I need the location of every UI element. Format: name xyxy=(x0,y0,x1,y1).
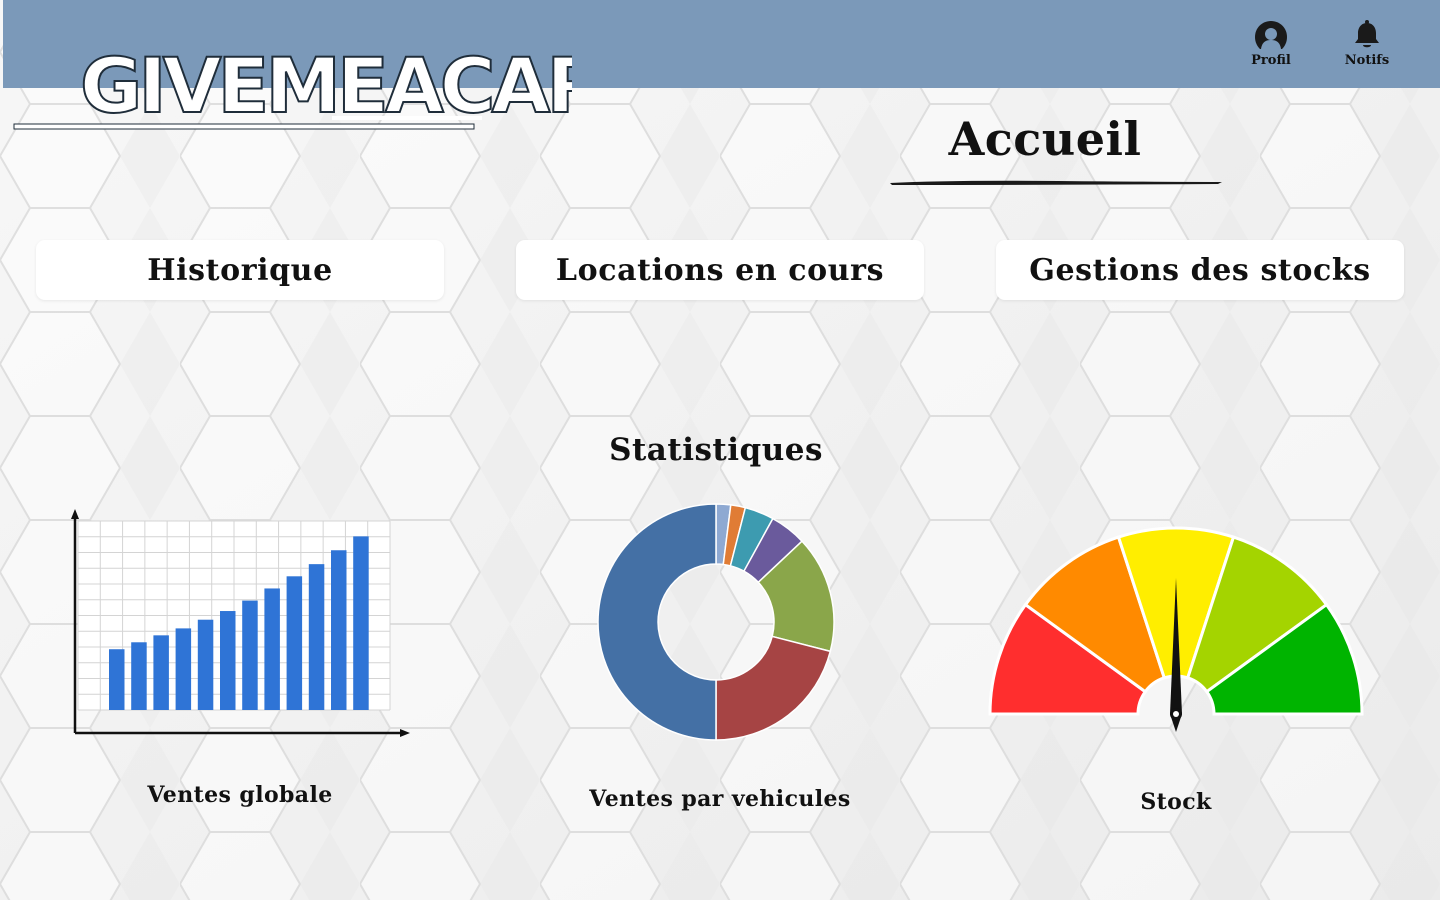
sales-bar xyxy=(109,649,125,710)
sales-chart-caption: Ventes globale xyxy=(147,782,333,808)
sales-bar xyxy=(220,611,236,710)
sales-bar xyxy=(286,576,303,710)
gauge-segment xyxy=(1185,535,1329,694)
sales-chart-widget[interactable] xyxy=(60,505,420,745)
sales-bar xyxy=(197,619,214,710)
nav-button-gestion-stocks[interactable]: Gestions des stocks xyxy=(996,240,1404,300)
vehicle-sales-donut-chart xyxy=(597,503,835,741)
sales-bar xyxy=(353,536,369,710)
notifications-button[interactable]: Notifs xyxy=(1327,20,1407,68)
user-avatar-icon xyxy=(1255,21,1287,49)
gauge-segment xyxy=(1204,602,1364,716)
sales-bar-chart xyxy=(71,509,410,737)
nav-button-locations-en-cours[interactable]: Locations en cours xyxy=(516,240,924,300)
logo-text: GIVEMEACAR xyxy=(80,41,572,130)
gauge-needle xyxy=(1170,578,1182,732)
gauge-segment xyxy=(988,602,1148,716)
title-underline xyxy=(890,180,1222,185)
chart-y-axis-arrow xyxy=(71,509,79,519)
sales-bar xyxy=(242,600,258,710)
profile-label: Profil xyxy=(1251,53,1291,68)
vehicle-sales-widget[interactable] xyxy=(588,500,844,744)
profile-button[interactable]: Profil xyxy=(1231,20,1311,68)
sales-bar xyxy=(308,564,325,710)
stock-gauge xyxy=(988,526,1364,732)
nav-button-historique[interactable]: Historique xyxy=(36,240,444,300)
vehicle-sales-caption: Ventes par vehicules xyxy=(589,786,851,812)
notifs-label: Notifs xyxy=(1344,53,1390,68)
donut-slice xyxy=(715,635,832,741)
stock-gauge-widget[interactable] xyxy=(984,526,1368,738)
statistics-title: Statistiques xyxy=(609,432,823,468)
stock-caption: Stock xyxy=(1140,789,1212,815)
sales-bar xyxy=(131,642,147,710)
sales-bar xyxy=(264,588,280,710)
bell-icon xyxy=(1355,20,1379,48)
givemeacar-logo[interactable]: GIVEMEACAR xyxy=(12,30,608,138)
page-title: Accueil xyxy=(948,112,1142,166)
chart-x-axis-arrow xyxy=(400,729,410,737)
donut-slice xyxy=(597,503,717,741)
sales-bar xyxy=(331,550,347,710)
top-header-bar xyxy=(3,0,1440,88)
sales-bar xyxy=(175,628,192,710)
gauge-needle-hub-center xyxy=(1173,711,1179,717)
sales-bar xyxy=(153,635,169,710)
